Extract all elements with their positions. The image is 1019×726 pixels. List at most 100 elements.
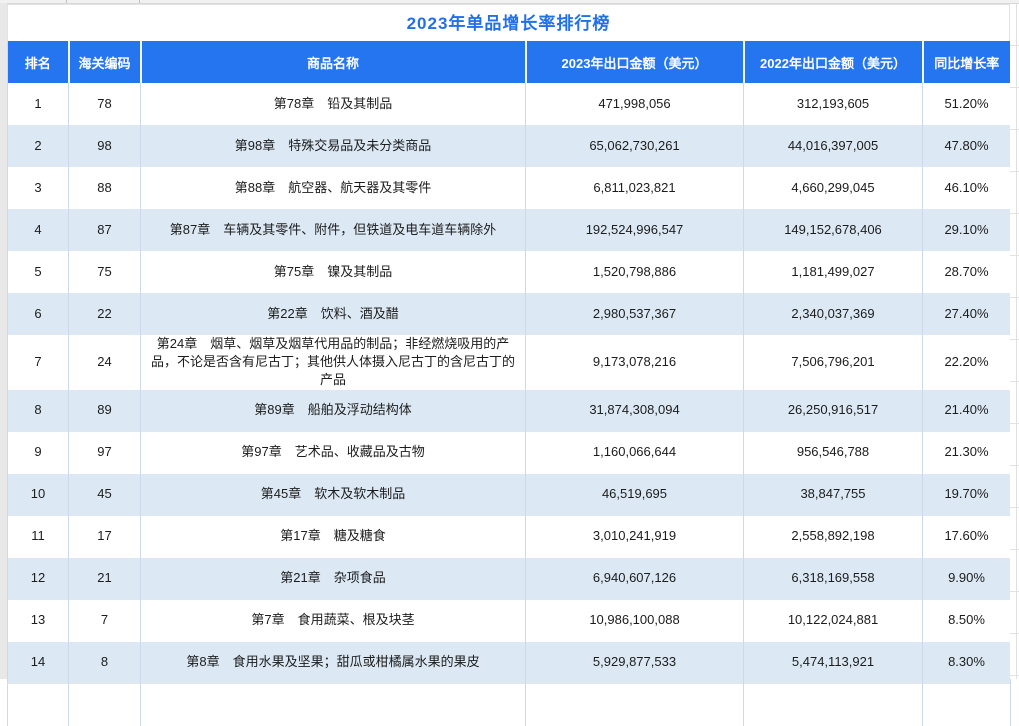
rank-cell[interactable]: 14 (7, 641, 69, 684)
product-name-cell[interactable]: 第98章 特殊交易品及未分类商品 (140, 125, 526, 167)
hs-code-cell[interactable]: 21 (68, 557, 141, 600)
amount-2023-cell[interactable]: 1,520,798,886 (525, 251, 744, 293)
rank-cell[interactable]: 6 (7, 293, 69, 335)
amount-2023-cell[interactable]: 9,173,078,216 (525, 335, 744, 390)
growth-rate-cell[interactable]: 28.70% (922, 251, 1011, 293)
rank-cell[interactable]: 9 (7, 431, 69, 474)
growth-rate-cell[interactable]: 47.80% (922, 125, 1011, 167)
table-row[interactable]: 9 97 第97章 艺术品、收藏品及古物 1,160,066,644 956,5… (7, 431, 1011, 474)
product-name-cell[interactable]: 第88章 航空器、航天器及其零件 (140, 167, 526, 209)
table-row[interactable] (7, 683, 1011, 726)
hs-code-cell[interactable]: 22 (68, 293, 141, 335)
col-header-amount-2022[interactable]: 2022年出口金额（美元） (743, 41, 924, 83)
growth-rate-cell[interactable]: 8.50% (922, 599, 1011, 642)
growth-rate-cell[interactable]: 46.10% (922, 167, 1011, 209)
product-name-cell[interactable] (140, 683, 526, 726)
growth-rate-cell[interactable]: 9.90% (922, 557, 1011, 600)
amount-2022-cell[interactable]: 38,847,755 (743, 473, 923, 516)
amount-2022-cell[interactable]: 44,016,397,005 (743, 125, 923, 167)
product-name-cell[interactable]: 第8章 食用水果及坚果；甜瓜或柑橘属水果的果皮 (140, 641, 526, 684)
amount-2022-cell[interactable]: 10,122,024,881 (743, 599, 923, 642)
table-row[interactable]: 11 17 第17章 糖及糖食 3,010,241,919 2,558,892,… (7, 515, 1011, 558)
table-row[interactable]: 2 98 第98章 特殊交易品及未分类商品 65,062,730,261 44,… (7, 125, 1011, 167)
amount-2022-cell[interactable]: 2,340,037,369 (743, 293, 923, 335)
hs-code-cell[interactable]: 98 (68, 125, 141, 167)
amount-2022-cell[interactable]: 149,152,678,406 (743, 209, 923, 251)
col-header-growth[interactable]: 同比增长率 (922, 41, 1011, 83)
rank-cell[interactable]: 4 (7, 209, 69, 251)
amount-2023-cell[interactable]: 31,874,308,094 (525, 389, 744, 432)
amount-2023-cell[interactable]: 6,811,023,821 (525, 167, 744, 209)
amount-2023-cell[interactable]: 3,010,241,919 (525, 515, 744, 558)
table-row[interactable]: 4 87 第87章 车辆及其零件、附件，但铁道及电车道车辆除外 192,524,… (7, 209, 1011, 251)
col-header-rank[interactable]: 排名 (7, 41, 70, 83)
amount-2022-cell[interactable]: 2,558,892,198 (743, 515, 923, 558)
table-row[interactable]: 8 89 第89章 船舶及浮动结构体 31,874,308,094 26,250… (7, 389, 1011, 432)
amount-2023-cell[interactable] (525, 683, 744, 726)
growth-rate-cell[interactable]: 17.60% (922, 515, 1011, 558)
hs-code-cell[interactable]: 89 (68, 389, 141, 432)
amount-2022-cell[interactable]: 6,318,169,558 (743, 557, 923, 600)
col-header-product[interactable]: 商品名称 (140, 41, 527, 83)
growth-rate-cell[interactable]: 19.70% (922, 473, 1011, 516)
table-row[interactable]: 14 8 第8章 食用水果及坚果；甜瓜或柑橘属水果的果皮 5,929,877,5… (7, 641, 1011, 684)
amount-2022-cell[interactable]: 5,474,113,921 (743, 641, 923, 684)
growth-rate-cell[interactable] (922, 683, 1011, 726)
amount-2022-cell[interactable]: 1,181,499,027 (743, 251, 923, 293)
rank-cell[interactable]: 8 (7, 389, 69, 432)
growth-rate-cell[interactable]: 27.40% (922, 293, 1011, 335)
growth-rate-cell[interactable]: 21.30% (922, 431, 1011, 474)
table-row[interactable]: 10 45 第45章 软木及软木制品 46,519,695 38,847,755… (7, 473, 1011, 516)
product-name-cell[interactable]: 第7章 食用蔬菜、根及块茎 (140, 599, 526, 642)
rank-cell[interactable]: 10 (7, 473, 69, 516)
amount-2022-cell[interactable]: 956,546,788 (743, 431, 923, 474)
amount-2023-cell[interactable]: 2,980,537,367 (525, 293, 744, 335)
product-name-cell[interactable]: 第78章 铅及其制品 (140, 83, 526, 125)
hs-code-cell[interactable]: 78 (68, 83, 141, 125)
rank-cell[interactable]: 7 (7, 335, 69, 390)
amount-2023-cell[interactable]: 46,519,695 (525, 473, 744, 516)
growth-rate-cell[interactable]: 51.20% (922, 83, 1011, 125)
hs-code-cell[interactable] (68, 683, 141, 726)
col-header-amount-2023[interactable]: 2023年出口金额（美元） (525, 41, 745, 83)
amount-2023-cell[interactable]: 6,940,607,126 (525, 557, 744, 600)
amount-2023-cell[interactable]: 192,524,996,547 (525, 209, 744, 251)
product-name-cell[interactable]: 第17章 糖及糖食 (140, 515, 526, 558)
rank-cell[interactable]: 3 (7, 167, 69, 209)
product-name-cell[interactable]: 第24章 烟草、烟草及烟草代用品的制品；非经燃烧吸用的产品，不论是否含有尼古丁；… (140, 335, 526, 390)
hs-code-cell[interactable]: 75 (68, 251, 141, 293)
product-name-cell[interactable]: 第75章 镍及其制品 (140, 251, 526, 293)
product-name-cell[interactable]: 第89章 船舶及浮动结构体 (140, 389, 526, 432)
product-name-cell[interactable]: 第87章 车辆及其零件、附件，但铁道及电车道车辆除外 (140, 209, 526, 251)
hs-code-cell[interactable]: 17 (68, 515, 141, 558)
amount-2023-cell[interactable]: 1,160,066,644 (525, 431, 744, 474)
product-name-cell[interactable]: 第97章 艺术品、收藏品及古物 (140, 431, 526, 474)
table-row[interactable]: 13 7 第7章 食用蔬菜、根及块茎 10,986,100,088 10,122… (7, 599, 1011, 642)
amount-2022-cell[interactable] (743, 683, 923, 726)
amount-2022-cell[interactable]: 312,193,605 (743, 83, 923, 125)
product-name-cell[interactable]: 第22章 饮料、酒及醋 (140, 293, 526, 335)
rank-cell[interactable]: 11 (7, 515, 69, 558)
table-row[interactable]: 7 24 第24章 烟草、烟草及烟草代用品的制品；非经燃烧吸用的产品，不论是否含… (7, 335, 1011, 390)
rank-cell[interactable]: 12 (7, 557, 69, 600)
hs-code-cell[interactable]: 7 (68, 599, 141, 642)
product-name-cell[interactable]: 第45章 软木及软木制品 (140, 473, 526, 516)
rank-cell[interactable]: 5 (7, 251, 69, 293)
rank-cell[interactable]: 1 (7, 83, 69, 125)
amount-2023-cell[interactable]: 5,929,877,533 (525, 641, 744, 684)
table-row[interactable]: 5 75 第75章 镍及其制品 1,520,798,886 1,181,499,… (7, 251, 1011, 293)
amount-2022-cell[interactable]: 4,660,299,045 (743, 167, 923, 209)
hs-code-cell[interactable]: 97 (68, 431, 141, 474)
amount-2022-cell[interactable]: 26,250,916,517 (743, 389, 923, 432)
rank-cell[interactable]: 2 (7, 125, 69, 167)
amount-2023-cell[interactable]: 471,998,056 (525, 83, 744, 125)
table-row[interactable]: 6 22 第22章 饮料、酒及醋 2,980,537,367 2,340,037… (7, 293, 1011, 335)
growth-rate-cell[interactable]: 21.40% (922, 389, 1011, 432)
table-row[interactable]: 3 88 第88章 航空器、航天器及其零件 6,811,023,821 4,66… (7, 167, 1011, 209)
amount-2023-cell[interactable]: 65,062,730,261 (525, 125, 744, 167)
hs-code-cell[interactable]: 87 (68, 209, 141, 251)
table-row[interactable]: 1 78 第78章 铅及其制品 471,998,056 312,193,605 … (7, 83, 1011, 125)
rank-cell[interactable] (7, 683, 69, 726)
growth-rate-cell[interactable]: 22.20% (922, 335, 1011, 390)
growth-rate-cell[interactable]: 29.10% (922, 209, 1011, 251)
